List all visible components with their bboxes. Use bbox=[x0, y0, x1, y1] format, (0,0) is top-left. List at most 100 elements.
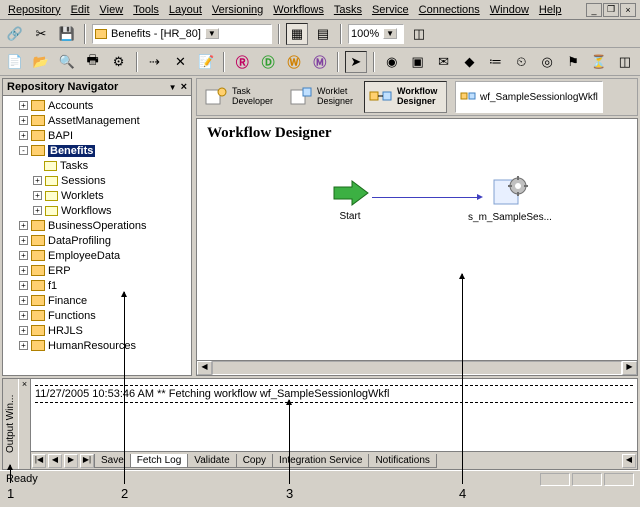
task-wait-icon[interactable]: ⏳ bbox=[588, 51, 610, 73]
hscroll-right[interactable]: ▶ bbox=[622, 361, 637, 375]
task-cmd-icon[interactable]: ▣ bbox=[407, 51, 429, 73]
circle-r-icon[interactable]: Ⓡ bbox=[231, 51, 253, 73]
link-icon[interactable]: ⇢ bbox=[144, 51, 166, 73]
toolbar-draw: 📄 📂 🔍 🖶 ⚙ ⇢ ✕ 📝 Ⓡ Ⓓ Ⓦ Ⓜ ➤ ◉ ▣ ✉ ◆ ≔ ⏲ ◎ … bbox=[0, 48, 640, 76]
navigator-close-icon[interactable]: × bbox=[181, 81, 187, 93]
tree-item-worklets[interactable]: +Worklets bbox=[5, 188, 189, 203]
menu-window[interactable]: Window bbox=[486, 3, 533, 17]
tab-integration-service[interactable]: Integration Service bbox=[272, 454, 369, 468]
save-icon[interactable]: 💾 bbox=[56, 23, 78, 45]
tabs-next[interactable]: ▶ bbox=[64, 454, 78, 468]
open-workflow-tab[interactable]: wf_SampleSessionlogWkfl bbox=[455, 81, 603, 113]
circle-w-icon[interactable]: Ⓦ bbox=[283, 51, 305, 73]
annotation-1: 1 bbox=[7, 486, 14, 501]
tree-item-finance[interactable]: +Finance bbox=[5, 293, 189, 308]
workflow-designer-button[interactable]: Workflow Designer bbox=[364, 81, 447, 113]
menu-help[interactable]: Help bbox=[535, 3, 566, 17]
tabs-first[interactable]: |◀ bbox=[32, 454, 46, 468]
navigator-tree[interactable]: +Accounts+AssetManagement+BAPI-BenefitsT… bbox=[3, 96, 191, 375]
hscroll-left[interactable]: ◀ bbox=[197, 361, 212, 375]
disconnect-icon[interactable]: ✂ bbox=[30, 23, 52, 45]
workflow-designer-label: Workflow Designer bbox=[397, 87, 442, 107]
tree-item-humanresources[interactable]: +HumanResources bbox=[5, 338, 189, 353]
start-arrow-icon bbox=[330, 179, 370, 207]
connect-icon[interactable]: 🔗 bbox=[4, 23, 26, 45]
menu-edit[interactable]: Edit bbox=[67, 3, 94, 17]
restore-button[interactable]: ❐ bbox=[603, 3, 619, 17]
find-icon[interactable]: 🔍 bbox=[56, 51, 78, 73]
circle-d-icon[interactable]: Ⓓ bbox=[257, 51, 279, 73]
arrange-icon[interactable]: ◫ bbox=[408, 23, 430, 45]
view-workspace-icon[interactable]: ▦ bbox=[286, 23, 308, 45]
menu-versioning[interactable]: Versioning bbox=[208, 3, 267, 17]
tree-item-accounts[interactable]: +Accounts bbox=[5, 98, 189, 113]
tab-save[interactable]: Save bbox=[94, 454, 131, 468]
open-icon[interactable]: 📂 bbox=[30, 51, 52, 73]
menu-view[interactable]: View bbox=[96, 3, 128, 17]
task-developer-button[interactable]: Task Developer bbox=[199, 81, 282, 113]
task-event-icon[interactable]: ⚑ bbox=[562, 51, 584, 73]
tree-item-hrjls[interactable]: +HRJLS bbox=[5, 323, 189, 338]
menu-tasks[interactable]: Tasks bbox=[330, 3, 366, 17]
break-icon[interactable]: ✕ bbox=[169, 51, 191, 73]
task-session-icon[interactable]: ◉ bbox=[381, 51, 403, 73]
props-icon[interactable]: ⚙ bbox=[108, 51, 130, 73]
print-icon[interactable]: 🖶 bbox=[82, 51, 104, 73]
zoom-combo[interactable]: 100% ▼ bbox=[348, 24, 404, 44]
worklet-designer-icon bbox=[289, 86, 313, 108]
tabs-scroll-left[interactable]: ◀ bbox=[622, 454, 636, 468]
tree-item-f1[interactable]: +f1 bbox=[5, 278, 189, 293]
tree-item-functions[interactable]: +Functions bbox=[5, 308, 189, 323]
tree-item-assetmanagement[interactable]: +AssetManagement bbox=[5, 113, 189, 128]
task-developer-icon bbox=[204, 86, 228, 108]
tree-item-tasks[interactable]: Tasks bbox=[5, 158, 189, 173]
tree-item-employeedata[interactable]: +EmployeeData bbox=[5, 248, 189, 263]
task-timer-icon[interactable]: ⏲ bbox=[510, 51, 532, 73]
pointer-icon[interactable]: ➤ bbox=[345, 51, 367, 73]
tree-item-bapi[interactable]: +BAPI bbox=[5, 128, 189, 143]
worklet-designer-button[interactable]: Worklet Designer bbox=[284, 81, 362, 113]
tabs-prev[interactable]: ◀ bbox=[48, 454, 62, 468]
task-assign-icon[interactable]: ≔ bbox=[484, 51, 506, 73]
new-icon[interactable]: 📄 bbox=[4, 51, 26, 73]
task-email-icon[interactable]: ✉ bbox=[433, 51, 455, 73]
hscroll-track[interactable] bbox=[212, 361, 622, 375]
output-window: Output Win... × 11/27/2005 10:53:46 AM *… bbox=[2, 378, 638, 470]
toolbar-main: 🔗 ✂ 💾 Benefits - [HR_80] ▼ ▦ ▤ 100% ▼ ◫ bbox=[0, 20, 640, 48]
open-workflow-label: wf_SampleSessionlogWkfl bbox=[480, 92, 598, 103]
tree-item-businessoperations[interactable]: +BusinessOperations bbox=[5, 218, 189, 233]
view-overview-icon[interactable]: ▤ bbox=[312, 23, 334, 45]
tree-item-benefits[interactable]: -Benefits bbox=[5, 143, 189, 158]
note-icon[interactable]: 📝 bbox=[195, 51, 217, 73]
tree-item-workflows[interactable]: +Workflows bbox=[5, 203, 189, 218]
task-worklet-icon[interactable]: ◫ bbox=[614, 51, 636, 73]
menu-workflows[interactable]: Workflows bbox=[269, 3, 328, 17]
minimize-button[interactable]: _ bbox=[586, 3, 602, 17]
tree-item-erp[interactable]: +ERP bbox=[5, 263, 189, 278]
tab-fetch-log[interactable]: Fetch Log bbox=[130, 454, 188, 468]
session-node[interactable]: s_m_SampleSes... bbox=[475, 174, 545, 223]
folder-combo-text: Benefits - [HR_80] bbox=[111, 28, 201, 40]
task-ctrl-icon[interactable]: ◎ bbox=[536, 51, 558, 73]
designer-canvas[interactable]: Workflow Designer Start s_m_SampleSes...… bbox=[196, 118, 638, 376]
tab-validate[interactable]: Validate bbox=[187, 454, 236, 468]
tree-item-sessions[interactable]: +Sessions bbox=[5, 173, 189, 188]
repository-navigator: Repository Navigator ▼ × +Accounts+Asset… bbox=[2, 78, 192, 376]
link-line[interactable] bbox=[372, 197, 477, 198]
tab-notifications[interactable]: Notifications bbox=[368, 454, 436, 468]
task-decision-icon[interactable]: ◆ bbox=[459, 51, 481, 73]
tab-copy[interactable]: Copy bbox=[236, 454, 273, 468]
tabs-last[interactable]: ▶| bbox=[80, 454, 94, 468]
menu-connections[interactable]: Connections bbox=[415, 3, 484, 17]
navigator-dropdown-icon[interactable]: ▼ bbox=[169, 83, 177, 92]
circle-m-icon[interactable]: Ⓜ bbox=[309, 51, 331, 73]
menu-service[interactable]: Service bbox=[368, 3, 413, 17]
tree-item-dataprofiling[interactable]: +DataProfiling bbox=[5, 233, 189, 248]
menu-layout[interactable]: Layout bbox=[165, 3, 206, 17]
menu-repository[interactable]: Repository bbox=[4, 3, 65, 17]
folder-combo[interactable]: Benefits - [HR_80] ▼ bbox=[92, 24, 272, 44]
menu-tools[interactable]: Tools bbox=[129, 3, 163, 17]
start-node[interactable]: Start bbox=[315, 179, 385, 222]
output-close-icon[interactable]: × bbox=[18, 379, 30, 469]
close-button[interactable]: × bbox=[620, 3, 636, 17]
